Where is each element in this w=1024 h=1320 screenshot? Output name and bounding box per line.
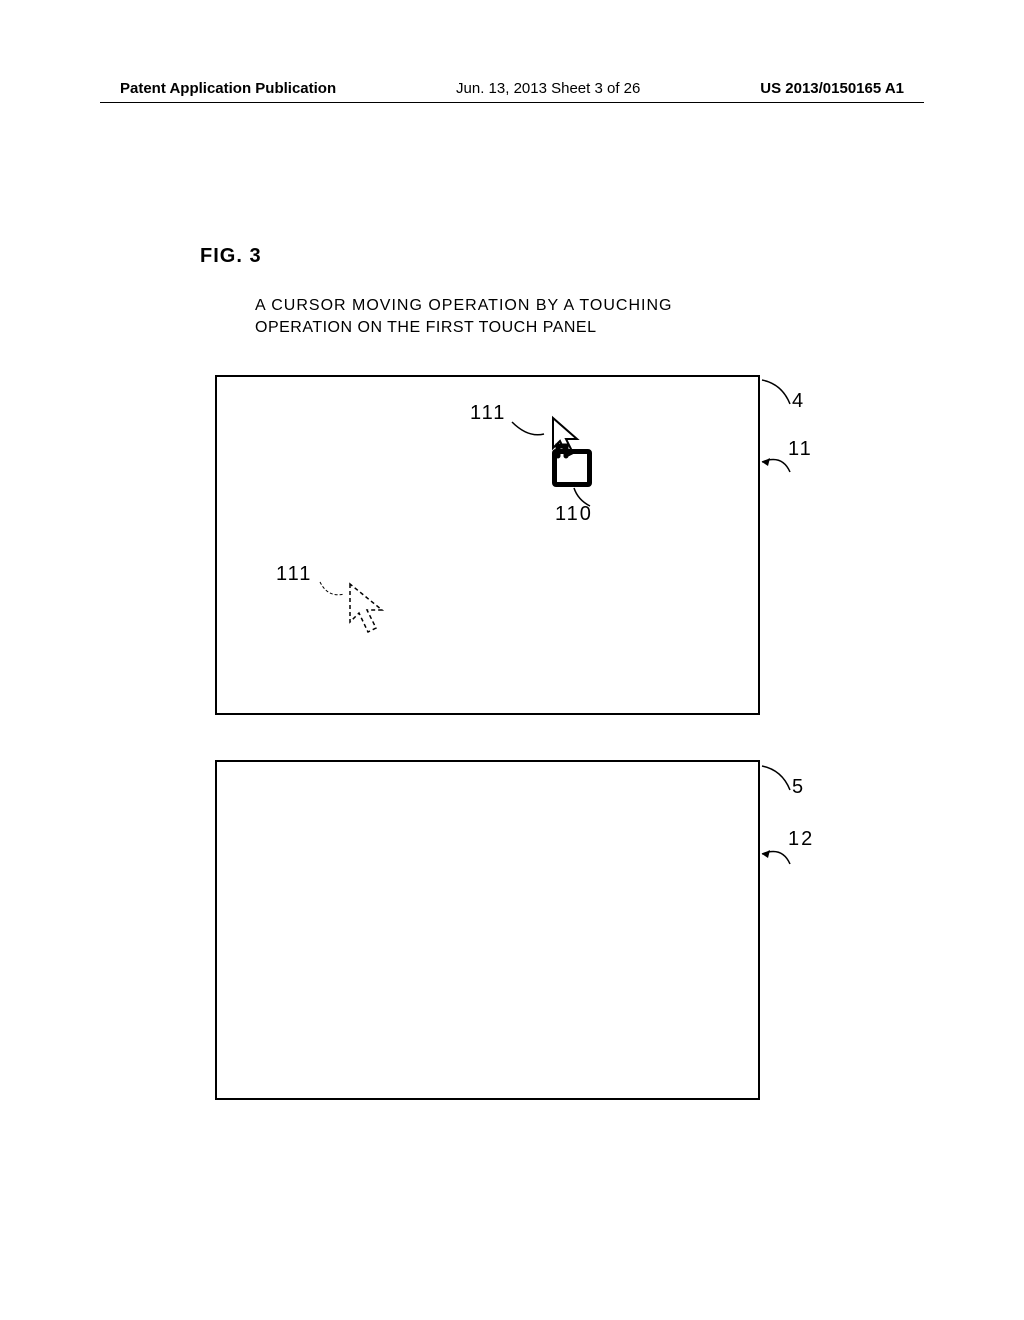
square-notch-icon	[552, 444, 572, 458]
top-display-panel	[215, 375, 760, 715]
leader-111-lower	[318, 580, 348, 604]
leader-110	[572, 486, 602, 512]
ref-111-upper: 111	[470, 402, 506, 425]
ref-111-lower: 111	[276, 563, 312, 586]
cursor-arrow-dashed-icon	[340, 580, 404, 644]
leader-111-upper	[510, 416, 550, 446]
header-left-text: Patent Application Publication	[120, 80, 336, 97]
caption-line-1: A CURSOR MOVING OPERATION BY A TOUCHING	[255, 297, 672, 314]
bottom-display-panel	[215, 760, 760, 1100]
leader-5	[760, 764, 796, 798]
leader-12	[758, 840, 796, 870]
caption-line-2: OPERATION ON THE FIRST TOUCH PANEL	[255, 319, 597, 336]
header-center-text: Jun. 13, 2013 Sheet 3 of 26	[456, 80, 640, 97]
leader-4	[760, 378, 796, 412]
figure-label: FIG. 3	[200, 245, 262, 268]
header-rule	[100, 102, 924, 103]
leader-11	[758, 448, 796, 478]
figure-caption: A CURSOR MOVING OPERATION BY A TOUCHING …	[255, 295, 795, 340]
page-header: Patent Application Publication Jun. 13, …	[0, 80, 1024, 97]
header-right-text: US 2013/0150165 A1	[760, 80, 904, 97]
